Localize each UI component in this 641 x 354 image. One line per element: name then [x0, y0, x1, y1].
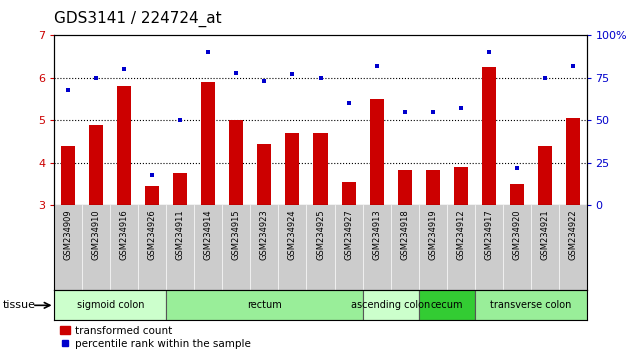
Bar: [62, 146, 76, 205]
Text: GSM234914: GSM234914: [204, 210, 213, 260]
Text: tissue: tissue: [3, 300, 36, 310]
Bar: [481, 67, 495, 205]
Point: [231, 70, 242, 76]
Bar: [419, 290, 474, 320]
Legend: transformed count, percentile rank within the sample: transformed count, percentile rank withi…: [60, 326, 251, 349]
Text: GSM234926: GSM234926: [148, 210, 157, 260]
Text: ascending colon: ascending colon: [351, 300, 430, 310]
Bar: [510, 184, 524, 205]
Text: GSM234927: GSM234927: [344, 210, 353, 260]
Bar: [426, 171, 440, 205]
Bar: [285, 133, 299, 205]
Bar: [90, 125, 103, 205]
Point: [344, 101, 354, 106]
Text: GSM234922: GSM234922: [568, 210, 577, 260]
Bar: [167, 290, 363, 320]
Point: [260, 79, 270, 84]
Text: GSM234910: GSM234910: [92, 210, 101, 260]
Point: [512, 165, 522, 171]
Text: sigmoid colon: sigmoid colon: [77, 300, 144, 310]
Text: GSM234918: GSM234918: [400, 210, 409, 260]
Point: [399, 109, 410, 115]
Text: transverse colon: transverse colon: [490, 300, 571, 310]
Bar: [201, 82, 215, 205]
Point: [315, 75, 326, 81]
Text: GSM234919: GSM234919: [428, 210, 437, 260]
Point: [63, 87, 74, 93]
Bar: [117, 86, 131, 205]
Bar: [363, 290, 419, 320]
Point: [203, 50, 213, 55]
Point: [176, 118, 186, 123]
Point: [119, 67, 129, 72]
Point: [455, 105, 465, 111]
Point: [287, 72, 297, 77]
Bar: [258, 144, 272, 205]
Bar: [369, 99, 383, 205]
Point: [483, 50, 494, 55]
Point: [147, 172, 158, 178]
Text: GSM234920: GSM234920: [512, 210, 521, 260]
Point: [428, 109, 438, 115]
Bar: [313, 133, 328, 205]
Text: GSM234915: GSM234915: [232, 210, 241, 260]
Text: GSM234911: GSM234911: [176, 210, 185, 260]
Bar: [474, 290, 587, 320]
Bar: [538, 146, 551, 205]
Text: GSM234921: GSM234921: [540, 210, 549, 260]
Bar: [146, 186, 160, 205]
Point: [539, 75, 549, 81]
Bar: [565, 118, 579, 205]
Point: [371, 63, 381, 69]
Text: GSM234916: GSM234916: [120, 210, 129, 260]
Text: GSM234923: GSM234923: [260, 210, 269, 260]
Text: GSM234924: GSM234924: [288, 210, 297, 260]
Bar: [54, 290, 167, 320]
Point: [92, 75, 102, 81]
Text: GDS3141 / 224724_at: GDS3141 / 224724_at: [54, 11, 222, 27]
Text: GSM234909: GSM234909: [64, 210, 73, 260]
Point: [567, 63, 578, 69]
Text: GSM234925: GSM234925: [316, 210, 325, 260]
Text: GSM234912: GSM234912: [456, 210, 465, 260]
Bar: [174, 173, 188, 205]
Bar: [342, 182, 356, 205]
Text: GSM234913: GSM234913: [372, 210, 381, 260]
Text: rectum: rectum: [247, 300, 282, 310]
Bar: [454, 167, 467, 205]
Bar: [397, 171, 412, 205]
Text: cecum: cecum: [430, 300, 463, 310]
Bar: [229, 120, 244, 205]
Text: GSM234917: GSM234917: [484, 210, 493, 260]
